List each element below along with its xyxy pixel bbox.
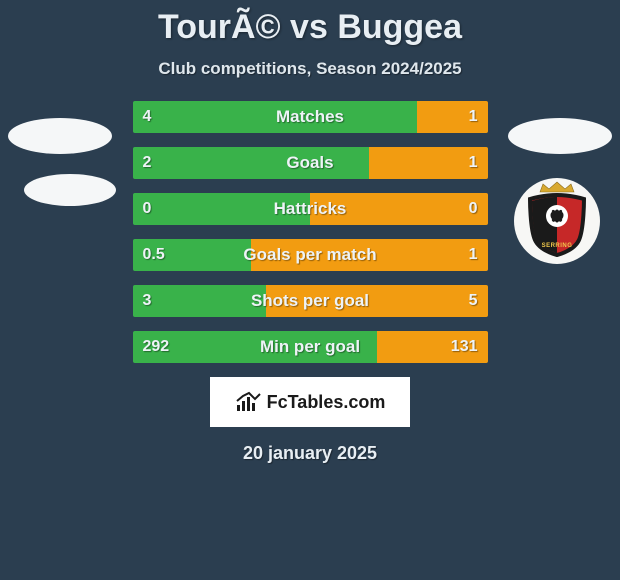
date-text: 20 january 2025: [0, 443, 620, 464]
player-left-badge-ellipse2: [24, 174, 116, 206]
stat-row: 0.51Goals per match: [133, 239, 488, 271]
player-left-badge-ellipse1: [8, 118, 112, 154]
stat-label: Goals: [133, 153, 488, 173]
stat-row: 00Hattricks: [133, 193, 488, 225]
chart-icon: [235, 391, 261, 413]
club-badge-text: SERRING: [542, 243, 573, 249]
stat-label: Matches: [133, 107, 488, 127]
player-right-badge-ellipse: [508, 118, 612, 154]
stat-label: Goals per match: [133, 245, 488, 265]
source-box: FcTables.com: [210, 377, 410, 427]
stat-row: 41Matches: [133, 101, 488, 133]
subtitle: Club competitions, Season 2024/2025: [0, 59, 620, 79]
stat-row: 21Goals: [133, 147, 488, 179]
stat-label: Hattricks: [133, 199, 488, 219]
stat-label: Min per goal: [133, 337, 488, 357]
player-right-club-badge: SERRING: [514, 178, 600, 264]
comparison-bars: 41Matches 21Goals 00Hattricks 0.51Goals per…: [133, 101, 488, 363]
stat-label: Shots per goal: [133, 291, 488, 311]
crown-icon: [538, 181, 576, 193]
lion-icon: [546, 205, 568, 227]
source-text: FcTables.com: [267, 392, 386, 413]
stat-row: 35Shots per goal: [133, 285, 488, 317]
stat-row: 292131Min per goal: [133, 331, 488, 363]
page-title: TourÃ© vs Buggea: [0, 0, 620, 47]
